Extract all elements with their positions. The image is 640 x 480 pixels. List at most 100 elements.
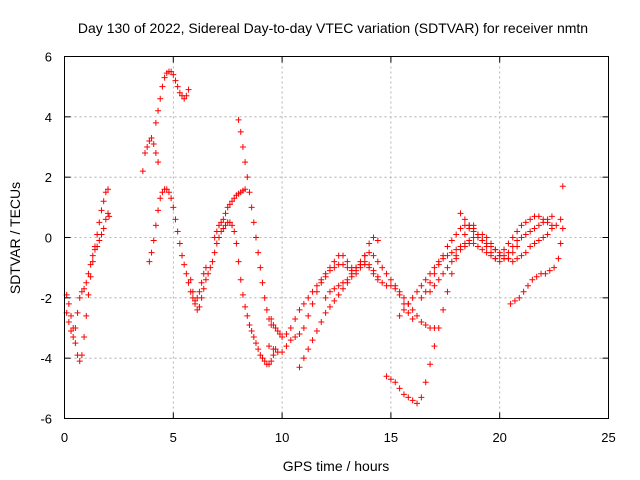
data-point — [226, 219, 233, 226]
data-point — [300, 325, 307, 331]
data-point — [483, 234, 490, 241]
data-point — [283, 331, 290, 338]
data-point — [505, 240, 512, 247]
data-point — [292, 315, 299, 322]
data-point — [78, 352, 85, 359]
data-point — [196, 303, 203, 310]
x-tick-label: 20 — [492, 430, 506, 445]
data-point — [72, 340, 79, 347]
data-point — [242, 159, 249, 166]
data-point — [522, 219, 529, 226]
data-point — [81, 285, 88, 292]
data-point — [231, 195, 238, 202]
data-point — [431, 343, 438, 350]
series-arc-3 — [139, 134, 162, 175]
data-point — [239, 144, 246, 150]
data-point — [248, 328, 255, 335]
x-axis-label: GPS time / hours — [283, 458, 390, 474]
data-point — [514, 255, 521, 262]
data-point — [233, 240, 240, 247]
data-point — [313, 288, 320, 295]
data-point — [461, 216, 468, 223]
series-arc-6 — [187, 219, 279, 368]
data-point — [370, 252, 377, 259]
data-point — [422, 276, 429, 283]
data-point — [309, 337, 316, 344]
series-arc-11 — [296, 261, 416, 371]
data-point — [76, 294, 83, 301]
data-point — [542, 270, 549, 277]
data-point — [296, 364, 303, 371]
data-point — [85, 291, 92, 298]
data-point — [559, 183, 566, 190]
data-point — [340, 261, 347, 268]
data-point — [457, 210, 464, 217]
data-point — [144, 144, 151, 150]
data-point — [461, 231, 468, 238]
data-point — [535, 237, 542, 244]
data-point — [509, 243, 516, 250]
y-tick-label: 0 — [45, 231, 52, 246]
y-tick-label: -4 — [40, 351, 52, 366]
data-point — [518, 234, 525, 241]
data-point — [65, 318, 72, 325]
data-point — [313, 282, 320, 289]
data-point — [155, 107, 162, 114]
data-point — [68, 312, 75, 319]
data-point — [170, 71, 177, 78]
data-point — [483, 240, 490, 247]
data-point — [229, 222, 236, 229]
data-point — [383, 373, 390, 380]
data-point — [444, 264, 451, 271]
data-point — [165, 189, 172, 196]
data-point — [168, 195, 175, 202]
data-point — [181, 95, 188, 102]
data-point — [487, 243, 494, 250]
data-point — [65, 300, 72, 307]
data-point — [322, 309, 329, 316]
data-point — [344, 258, 351, 265]
data-point — [226, 201, 233, 208]
data-point — [335, 282, 342, 289]
data-point — [435, 276, 442, 283]
data-point — [366, 264, 373, 271]
data-point — [448, 258, 455, 265]
data-point — [379, 279, 386, 286]
data-point — [176, 240, 183, 247]
data-point — [224, 204, 231, 211]
data-point — [335, 291, 342, 298]
data-point — [252, 340, 259, 347]
data-point — [548, 225, 555, 232]
series-arc-7 — [211, 186, 249, 241]
series-arc-16 — [427, 213, 555, 295]
data-point — [152, 119, 159, 126]
data-point — [487, 252, 494, 259]
x-tick-label: 25 — [601, 430, 615, 445]
data-point — [427, 279, 434, 286]
data-point — [444, 243, 451, 250]
data-point — [152, 222, 159, 229]
data-point — [189, 288, 196, 295]
data-point — [453, 252, 460, 259]
data-point — [357, 258, 364, 265]
data-point — [196, 288, 203, 295]
data-point — [266, 361, 273, 368]
data-point — [340, 285, 347, 292]
data-point — [200, 285, 207, 292]
data-point — [183, 270, 190, 277]
data-point — [174, 83, 181, 90]
data-point — [313, 328, 320, 335]
series-arc-4 — [152, 68, 192, 126]
y-axis-label: SDTVAR / TECUs — [7, 182, 23, 294]
data-point — [213, 228, 220, 235]
data-point — [242, 303, 249, 310]
data-point — [287, 325, 294, 331]
data-point — [544, 231, 551, 238]
data-point — [300, 300, 307, 307]
data-point — [470, 228, 477, 235]
data-point — [274, 328, 281, 335]
data-point — [514, 237, 521, 244]
data-point — [87, 273, 94, 280]
data-point — [157, 195, 164, 202]
